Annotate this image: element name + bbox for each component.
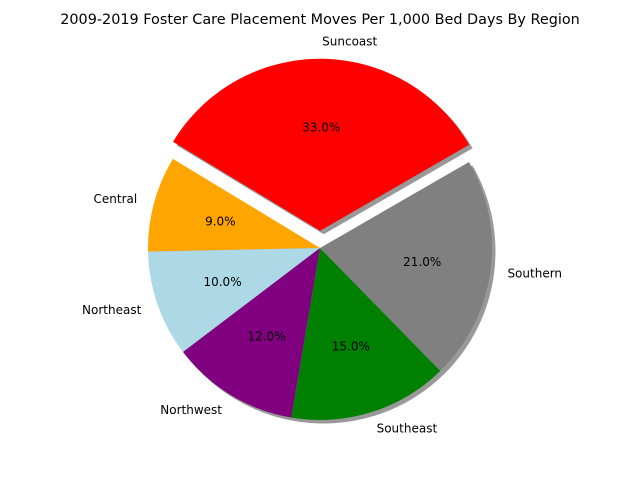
chart-title: 2009-2019 Foster Care Placement Moves Pe… <box>60 12 580 28</box>
percent-label-southeast: 15.0% <box>332 339 370 353</box>
slice-label-northwest: Northwest <box>160 403 222 417</box>
slice-label-northeast: Northeast <box>82 303 142 317</box>
pie-slice-suncoast <box>173 58 470 231</box>
pie-slice-northeast <box>148 248 320 352</box>
pie-slice-southeast <box>291 248 441 420</box>
slice-label-southeast: Southeast <box>377 422 438 436</box>
pie-label-layer: 33.0% Suncoast 9.0% Central 10.0% Northeast 12… <box>82 35 562 436</box>
percent-label-suncoast: 33.0% <box>302 121 340 135</box>
pie-slice-layer <box>148 58 493 420</box>
pie-slice-central <box>148 158 320 252</box>
percent-label-central: 9.0% <box>205 214 236 228</box>
percent-label-southern: 21.0% <box>403 255 441 269</box>
percent-label-northeast: 10.0% <box>203 275 241 289</box>
slice-label-suncoast: Suncoast <box>322 35 377 49</box>
slice-label-central: Central <box>94 192 138 206</box>
pie-slice-southern <box>320 162 493 371</box>
pie-slice-northwest <box>182 248 320 418</box>
slice-label-southern: Southern <box>507 267 562 281</box>
percent-label-northwest: 12.0% <box>247 329 285 343</box>
